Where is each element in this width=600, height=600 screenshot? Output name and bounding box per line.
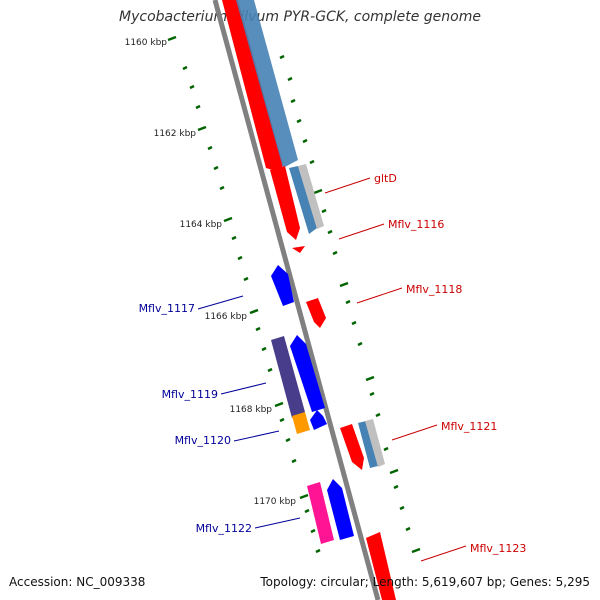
label-leader — [356, 287, 403, 304]
label-leader — [338, 223, 385, 240]
gene-label-mflv-1119: Mflv_1119 — [162, 388, 218, 401]
gene-label-mflv-1116: Mflv_1116 — [388, 218, 444, 231]
cds-reverse — [327, 479, 354, 540]
scale-label: 1170 kbp — [254, 497, 297, 507]
feature-grey — [365, 419, 385, 467]
label-leader — [197, 295, 244, 310]
reverse-gene-labels: Mflv_1117 Mflv_1119 Mflv_1120 Mflv_1122 — [139, 295, 301, 535]
cds-forward — [292, 246, 305, 253]
tick-marks-right — [279, 54, 421, 554]
feature-steelblue — [289, 166, 317, 234]
scale-labels: 1160 kbp 1162 kbp 1164 kbp 1166 kbp 1168… — [125, 38, 297, 507]
cds-forward — [366, 532, 396, 600]
gene-label-mflv-1121: Mflv_1121 — [441, 420, 497, 433]
label-leader — [324, 177, 371, 194]
feature-steelblue — [358, 421, 378, 468]
label-leader — [420, 545, 467, 562]
backbone-line — [212, 0, 381, 600]
cds-forward — [270, 166, 300, 240]
label-leader — [220, 382, 267, 395]
feature-grey — [298, 164, 324, 229]
scale-label: 1166 kbp — [205, 312, 248, 322]
forward-gene-labels: gltD Mflv_1116 Mflv_1118 Mflv_1121 Mflv_… — [324, 172, 526, 562]
tick-marks-left — [167, 35, 321, 554]
scale-label: 1168 kbp — [230, 405, 273, 415]
cds-forward — [306, 298, 326, 328]
gene-label-mflv-1118: Mflv_1118 — [406, 283, 462, 296]
forward-strand-features — [222, 0, 396, 600]
gene-label-mflv-1120: Mflv_1120 — [175, 434, 231, 447]
label-leader — [254, 517, 301, 529]
cds-forward — [340, 424, 364, 470]
gene-label-gltd: gltD — [374, 172, 397, 185]
reverse-strand-features — [271, 265, 354, 544]
scale-label: 1162 kbp — [154, 129, 197, 139]
cds-reverse — [290, 335, 325, 412]
accession-text: Accession: NC_009338 — [9, 575, 146, 589]
feature-orange — [292, 412, 310, 434]
gene-label-mflv-1123: Mflv_1123 — [470, 542, 526, 555]
cds-reverse — [310, 410, 327, 430]
feature-pink — [307, 482, 334, 544]
map-title: Mycobacterium gilvum PYR-GCK, complete g… — [119, 9, 481, 25]
gene-label-mflv-1117: Mflv_1117 — [139, 302, 195, 315]
gene-label-mflv-1122: Mflv_1122 — [196, 522, 252, 535]
cds-reverse — [271, 265, 294, 306]
feature-steelblue — [236, 0, 298, 168]
label-leader — [391, 424, 438, 441]
scale-label: 1164 kbp — [180, 220, 223, 230]
cds-forward — [222, 0, 283, 172]
scale-label: 1160 kbp — [125, 38, 168, 48]
feature-purple — [271, 336, 305, 418]
genome-summary-text: Topology: circular; Length: 5,619,607 bp… — [260, 575, 590, 589]
label-leader — [233, 430, 280, 442]
